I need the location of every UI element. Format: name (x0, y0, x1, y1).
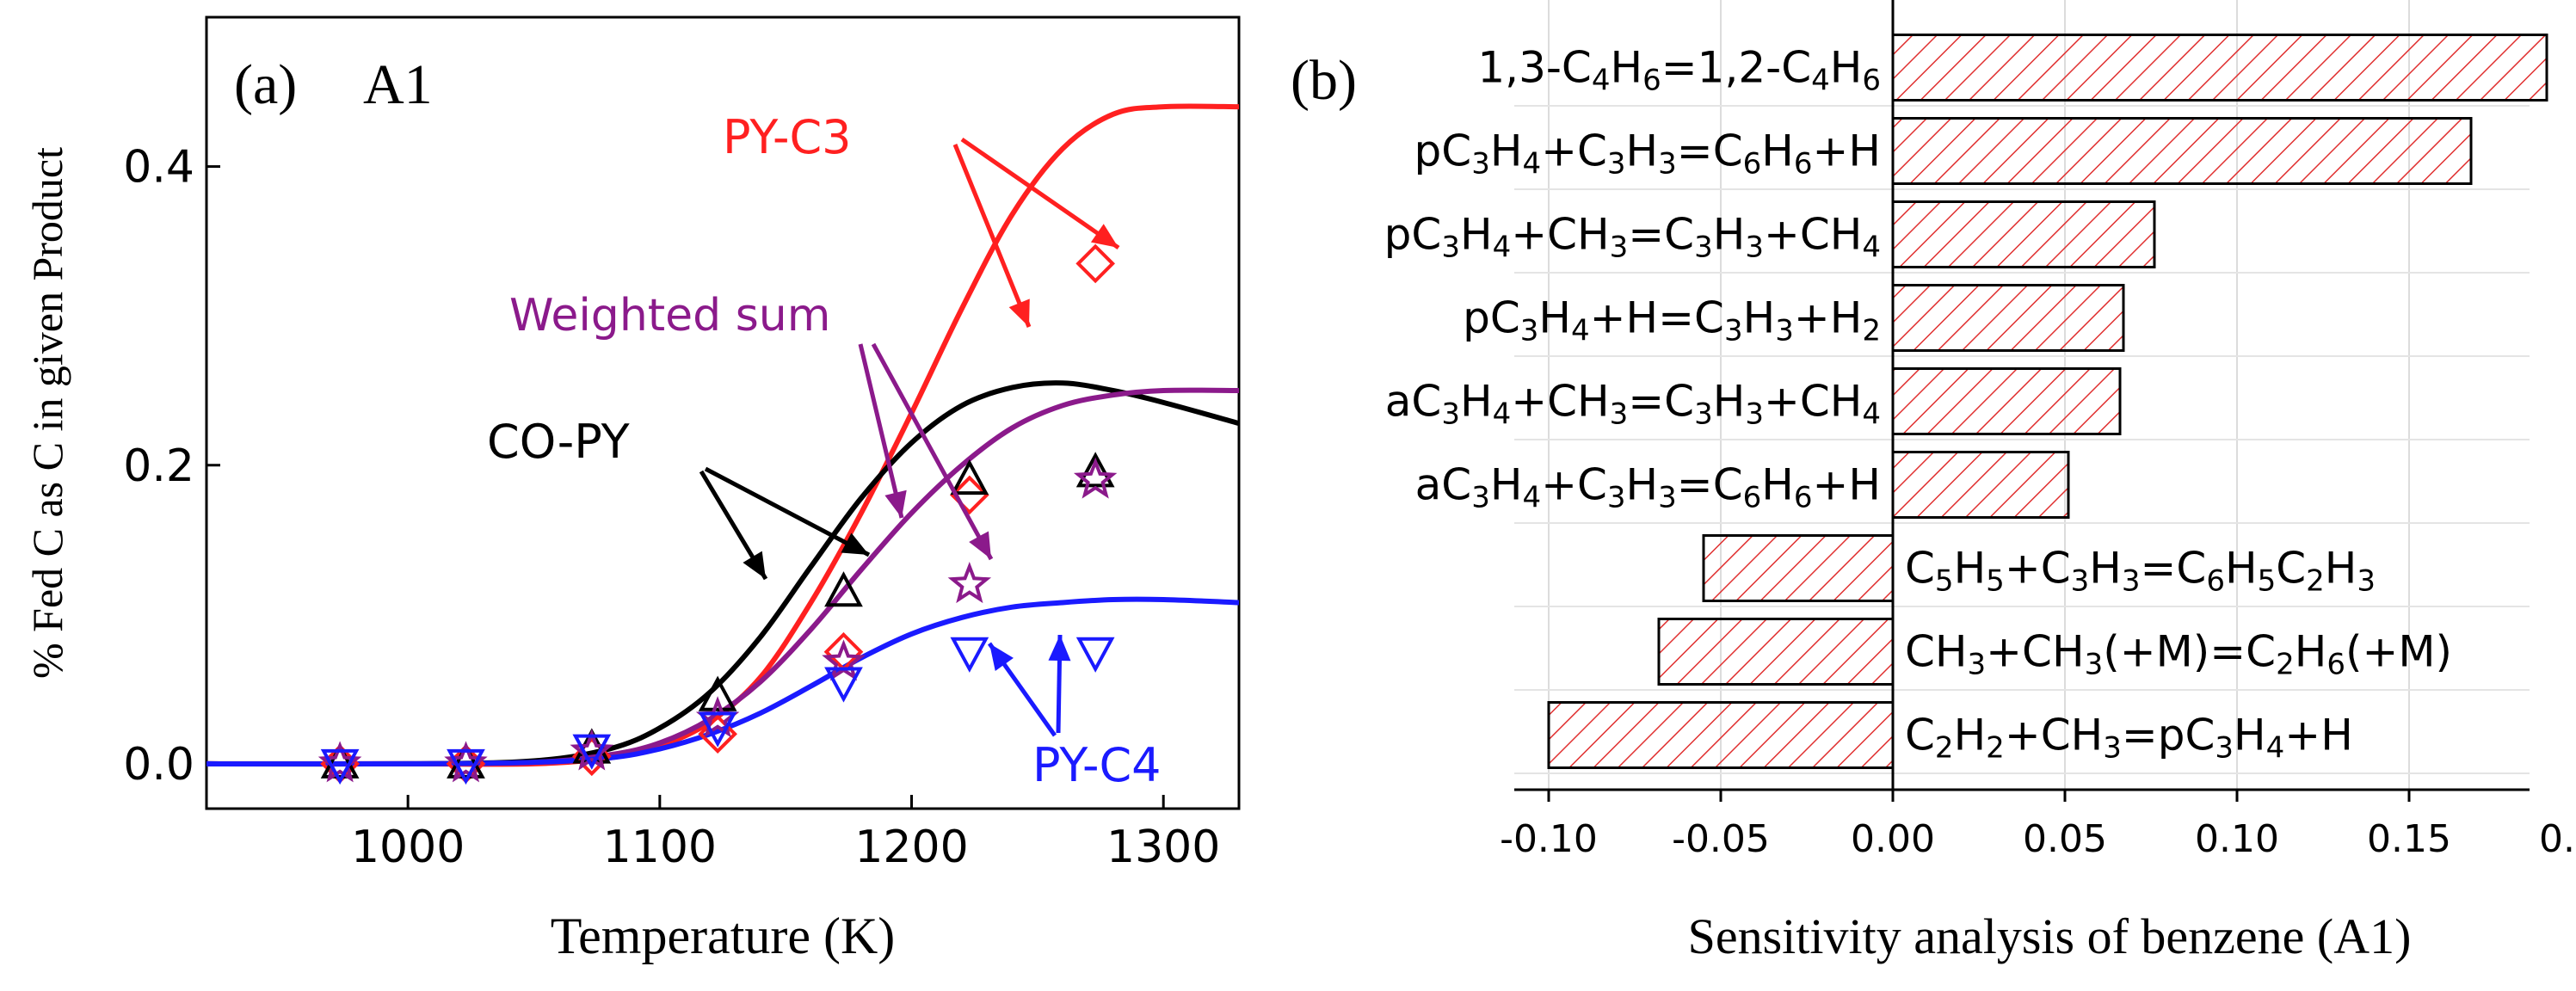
arrow-co-py-markers-head (841, 532, 869, 555)
category-label-ac3h4-ch3-c3h3-ch4: aC3H4+CH3=C3H3+CH4 (1385, 377, 1881, 432)
arrow-py-c3-markers (960, 137, 1120, 250)
bar-pc3h4-h-c3h3-h2 (1891, 284, 2125, 352)
bar-pc3h4-c3h3-c6h6-h (1891, 117, 2473, 185)
bar-ch3-ch3-m-c2h6-m (1657, 618, 1895, 686)
arrow-weighted-sum-markers (871, 342, 994, 561)
panel-a-axis-ticks: 1000 1100 1200 1300 0.0 0.2 0.4 (123, 142, 1220, 873)
panel-b-x-tick-label: 0.15 (2367, 817, 2451, 861)
annotation-co-py: CO-PY (487, 415, 631, 469)
panel-b-x-tick-label: -0.10 (1500, 817, 1598, 861)
bar-ac3h4-c3h3-c6h6-h (1891, 451, 2070, 519)
marker-co-py (1075, 452, 1115, 488)
marker-py-c4 (824, 667, 863, 703)
panel-a-x-tick-label: 1300 (1106, 822, 1220, 873)
category-label-c5h5-c3h3-c6h5c2h3: C5H5+C3H3=C6H5C2H3 (1905, 544, 2376, 599)
category-label-pc3h4-ch3-c3h3-ch4: pC3H4+CH3=C3H3+CH4 (1384, 210, 1881, 265)
marker-py-c4 (320, 748, 360, 785)
marker-co-py (447, 742, 485, 779)
panel-a-line-chart: 1000 1100 1200 1300 0.0 0.2 0.4 PY-C3 Weighted … (23, 15, 1241, 964)
bar-c5h5-c3h3-c6h5c2h3 (1702, 534, 1895, 602)
category-label-1-3-c4h6-1-2-c4h6: 1,3-C4H6=1,2-C4H6 (1477, 43, 1881, 98)
marker-weighted-sum (947, 562, 992, 604)
panel-a-y-tick-label: 0.2 (123, 440, 194, 492)
panel-a-y-tick-label: 0.0 (123, 739, 194, 791)
panel-a-y-tick-label: 0.4 (123, 142, 194, 194)
marker-py-c3 (950, 475, 989, 515)
panel-a-x-tick-label: 1000 (351, 822, 465, 873)
marker-co-py (698, 675, 737, 711)
category-label-ac3h4-c3h3-c6h6-h: aC3H4+C3H3=C6H6+H (1415, 460, 1881, 515)
marker-py-c3 (1075, 243, 1115, 284)
marker-py-c4 (1075, 637, 1115, 673)
panel-b-bars (1547, 34, 2548, 769)
panel-b-x-axis-label: Sensitivity analysis of benzene (A1) (1688, 908, 2412, 964)
marker-co-py (824, 571, 863, 607)
marker-py-c3 (698, 714, 737, 754)
panel-a-y-axis-label: % Fed C as C in given Product (23, 147, 71, 679)
series-line-py-c4 (206, 596, 1240, 767)
panel-a-plot-frame (205, 15, 1241, 810)
arrow-py-c3-markers-head (1090, 224, 1119, 248)
bar-1-3-c4h6-1-2-c4h6 (1891, 34, 2548, 102)
marker-weighted-sum (570, 729, 614, 771)
panel-a-title: A1 (363, 53, 433, 116)
arrow-weighted-sum-line (858, 343, 904, 519)
marker-py-c4 (698, 711, 737, 748)
panel-b-axis-ticks: -0.10 -0.05 0.00 0.05 0.10 0.15 0.20 (1500, 790, 2576, 861)
panel-a-x-tick-label: 1200 (854, 822, 968, 873)
marker-py-c4 (447, 748, 485, 785)
panel-a-x-tick-label: 1100 (603, 822, 717, 873)
annotation-py-c3: PY-C3 (723, 110, 852, 164)
arrow-co-py-markers (704, 466, 871, 557)
panel-b-x-tick-label: 0.10 (2195, 817, 2279, 861)
arrow-weighted-sum-markers-head (969, 531, 991, 559)
panel-b-bar-chart: 1,3-C4H6=1,2-C4H6 pC3H4+C3H3=C6H6+H pC3H4+… (1291, 0, 2576, 964)
marker-weighted-sum (1073, 457, 1118, 499)
category-label-c2h2-ch3-pc3h4-h: C2H2+CH3=pC3H4+H (1905, 711, 2353, 766)
category-label-pc3h4-h-c3h3-h2: pC3H4+H=C3H3+H2 (1463, 293, 1881, 348)
marker-py-c4 (950, 637, 989, 673)
annotation-weighted-sum: Weighted sum (509, 290, 830, 342)
category-label-ch3-ch3-m-c2h6-m: CH3+CH3(+M)=C2H6(+M) (1905, 627, 2452, 682)
bar-pc3h4-ch3-c3h3-ch4 (1891, 200, 2156, 268)
panel-b-x-tick-label: -0.05 (1672, 817, 1770, 861)
arrow-py-c4-markers-head (1048, 635, 1071, 662)
arrow-weighted-sum-line-head (884, 489, 907, 518)
annotation-py-c4: PY-C4 (1032, 738, 1162, 792)
panel-a-annotations: PY-C3 Weighted sum CO-PY PY-C4 (487, 110, 1162, 792)
arrow-py-c3-line-head (1008, 299, 1030, 327)
panel-a-series-lines (206, 103, 1240, 767)
bar-ac3h4-ch3-c3h3-ch4 (1891, 367, 2122, 435)
panel-b-x-tick-label: 0.20 (2539, 817, 2576, 861)
panel-b-category-labels: 1,3-C4H6=1,2-C4H6 pC3H4+C3H3=C6H6+H pC3H4+… (1384, 43, 2452, 766)
marker-co-py (320, 742, 360, 779)
arrow-py-c3-line (952, 144, 1032, 328)
panel-b-x-tick-label: 0.05 (2023, 817, 2107, 861)
category-label-pc3h4-c3h3-c6h6-h: pC3H4+C3H3=C6H6+H (1414, 126, 1881, 182)
marker-co-py (950, 459, 989, 496)
series-line-py-c3 (206, 103, 1240, 767)
panel-b-x-tick-label: 0.00 (1851, 817, 1935, 861)
series-line-co-py (206, 380, 1240, 767)
arrow-py-c4-line-head (989, 643, 1014, 671)
marker-py-c4 (572, 734, 612, 770)
bar-c2h2-ch3-pc3h4-h (1547, 701, 1895, 769)
arrow-co-py-line-head (743, 551, 766, 579)
panel-a-label: (a) (234, 53, 297, 116)
panel-b-label: (b) (1291, 49, 1357, 112)
panel-a-x-axis-label: Temperature (K) (551, 908, 896, 964)
panel-a-series-markers (317, 243, 1118, 785)
